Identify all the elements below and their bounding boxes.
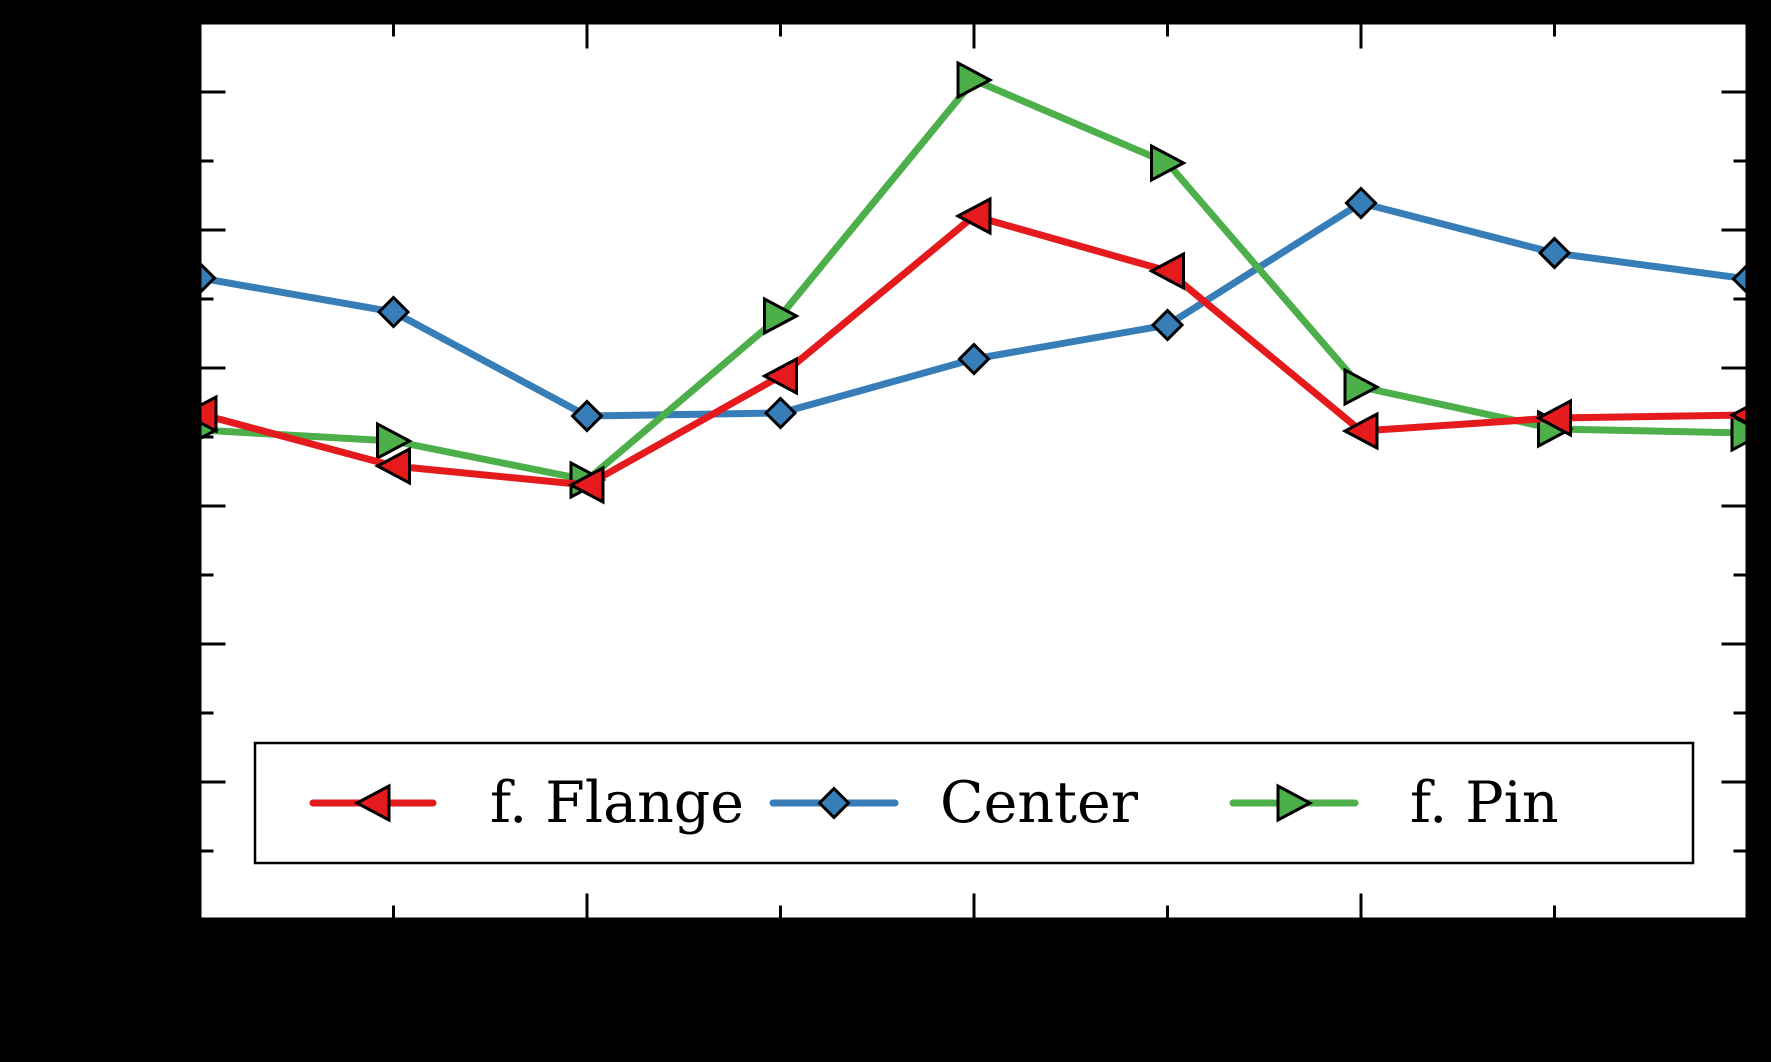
- series-marker-center: [570, 399, 604, 433]
- series-marker-f-flange: [567, 465, 605, 505]
- series-marker-f-pin: [1343, 367, 1381, 407]
- series-marker-center: [1731, 263, 1747, 295]
- series-marker-center: [957, 342, 991, 376]
- series-marker-f-pin: [763, 296, 800, 336]
- axes-frame: [198, 21, 1749, 921]
- legend-sample-marker-f-flange: [353, 783, 391, 823]
- legend-label-f-pin: f. Pin: [1410, 770, 1559, 836]
- axes-frame-layer: [198, 21, 1749, 921]
- series-marker-center: [1344, 186, 1378, 220]
- series-marker-f-pin: [376, 421, 413, 461]
- series-layer: [200, 60, 1747, 505]
- series-marker-f-flange: [1148, 251, 1185, 291]
- series-marker-f-flange: [954, 196, 992, 236]
- series-marker-f-flange: [200, 394, 218, 434]
- series-marker-f-flange: [761, 356, 798, 396]
- legend-label-f-flange: f. Flange: [490, 770, 744, 836]
- legend-layer: [253, 741, 1695, 865]
- series-marker-center: [1150, 308, 1185, 342]
- series-marker-center: [1537, 236, 1572, 270]
- legend-sample-marker-center: [817, 786, 851, 820]
- series-marker-f-flange: [1341, 411, 1379, 451]
- series-marker-center: [376, 295, 411, 329]
- series-marker-f-flange: [374, 446, 411, 486]
- series-marker-f-pin: [1150, 143, 1187, 183]
- legend-text-layer: f. Flange Center f. Pin: [490, 770, 1559, 836]
- legend-sample-marker-f-pin: [1276, 783, 1314, 823]
- series-marker-f-flange: [1728, 405, 1747, 425]
- series-marker-center: [763, 396, 798, 430]
- series-marker-f-pin: [1730, 413, 1747, 453]
- legend-label-center: Center: [940, 770, 1139, 836]
- series-marker-f-flange: [1535, 398, 1572, 438]
- legend-box: [253, 741, 1695, 865]
- series-marker-f-pin: [956, 60, 994, 100]
- series-marker-center: [200, 261, 217, 295]
